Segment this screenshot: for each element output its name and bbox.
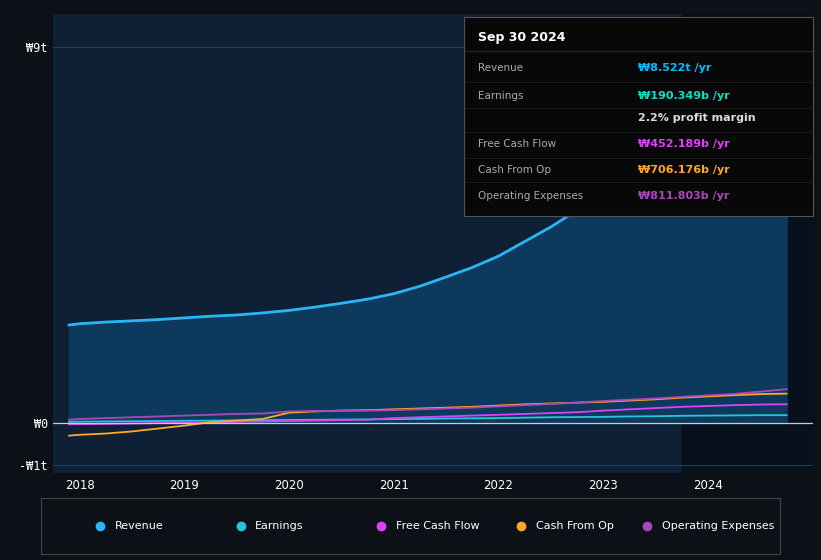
Text: 2.2% profit margin: 2.2% profit margin — [639, 113, 756, 123]
Text: ₩452.189b /yr: ₩452.189b /yr — [639, 139, 730, 149]
Text: Free Cash Flow: Free Cash Flow — [478, 139, 556, 149]
Bar — [682, 14, 813, 473]
Text: Sep 30 2024: Sep 30 2024 — [478, 31, 566, 44]
Text: Operating Expenses: Operating Expenses — [662, 521, 774, 531]
Text: Revenue: Revenue — [115, 521, 163, 531]
Text: Earnings: Earnings — [478, 91, 523, 101]
Text: ₩706.176b /yr: ₩706.176b /yr — [639, 165, 730, 175]
Text: ₩811.803b /yr: ₩811.803b /yr — [639, 191, 730, 200]
Text: Free Cash Flow: Free Cash Flow — [396, 521, 479, 531]
Text: Earnings: Earnings — [255, 521, 304, 531]
Text: Operating Expenses: Operating Expenses — [478, 191, 583, 200]
Text: Cash From Op: Cash From Op — [478, 165, 551, 175]
Text: Cash From Op: Cash From Op — [536, 521, 614, 531]
Text: Revenue: Revenue — [478, 63, 523, 73]
Text: ₩190.349b /yr: ₩190.349b /yr — [639, 91, 730, 101]
Text: ₩8.522t /yr: ₩8.522t /yr — [639, 63, 712, 73]
